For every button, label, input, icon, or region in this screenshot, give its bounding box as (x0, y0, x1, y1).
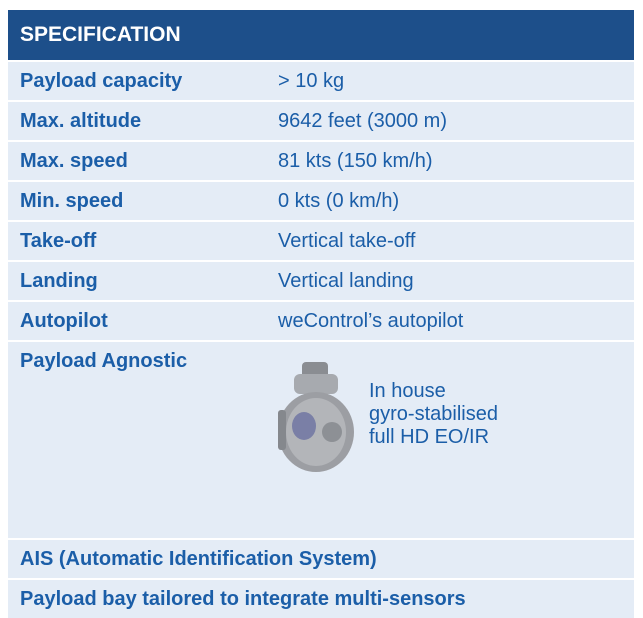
spec-row: Landing Vertical landing (8, 262, 634, 300)
row-value: weControl’s autopilot (278, 302, 463, 340)
row-value: Vertical take-off (278, 222, 415, 260)
row-label: Take-off (20, 222, 96, 260)
spec-row: Max. altitude 9642 feet (3000 m) (8, 102, 634, 140)
spec-row: Max. speed 81 kts (150 km/h) (8, 142, 634, 180)
row-value: 9642 feet (3000 m) (278, 102, 447, 140)
row-label: Autopilot (20, 302, 108, 340)
spec-row: Take-off Vertical take-off (8, 222, 634, 260)
row-value: > 10 kg (278, 62, 344, 100)
row-label: Payload bay tailored to integrate multi-… (20, 580, 466, 618)
spec-row: Payload capacity > 10 kg (8, 62, 634, 100)
footer-rows: AIS (Automatic Identification System)Pay… (8, 540, 634, 618)
gimbal-image (276, 362, 356, 474)
table-header: SPECIFICATION (8, 10, 634, 60)
note-line: full HD EO/IR (369, 426, 498, 449)
row-label: Landing (20, 262, 98, 300)
row-label: Max. altitude (20, 102, 141, 140)
note-line: In house (369, 380, 498, 403)
spec-row: Min. speed 0 kts (0 km/h) (8, 182, 634, 220)
spec-row: Autopilot weControl’s autopilot (8, 302, 634, 340)
row-label: Payload capacity (20, 62, 182, 100)
full-row: Payload bay tailored to integrate multi-… (8, 580, 634, 618)
row-label: Payload Agnostic (20, 342, 187, 380)
note-line: gyro-stabilised (369, 403, 498, 426)
full-row: AIS (Automatic Identification System) (8, 540, 634, 578)
rows: Payload capacity > 10 kg Max. altitude 9642… (8, 62, 634, 340)
page: SPECIFICATION Payload capacity> 10 kgMax… (0, 0, 643, 618)
row-value: 81 kts (150 km/h) (278, 142, 433, 180)
row-value: 0 kts (0 km/h) (278, 182, 399, 220)
row-label: Max. speed (20, 142, 128, 180)
row-value: Vertical landing (278, 262, 414, 300)
row-label: AIS (Automatic Identification System) (20, 540, 377, 578)
row-label: Min. speed (20, 182, 123, 220)
